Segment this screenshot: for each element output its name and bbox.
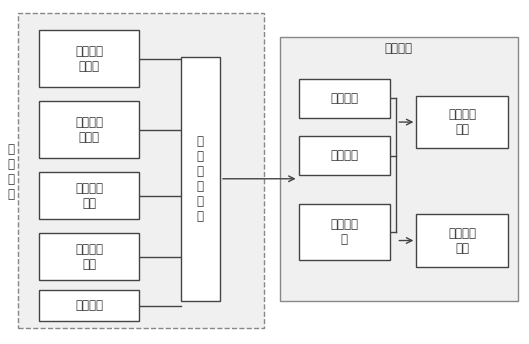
Text: 监
测
控
制
模
块: 监 测 控 制 模 块 — [197, 135, 204, 223]
Bar — [416, 214, 508, 267]
Text: 高频电流
传感器: 高频电流 传感器 — [75, 116, 103, 144]
Bar — [40, 290, 139, 321]
Bar — [19, 13, 264, 328]
Bar — [40, 30, 139, 87]
Bar — [280, 36, 518, 301]
Bar — [416, 96, 508, 148]
Bar — [181, 57, 220, 301]
Text: 监控中心: 监控中心 — [384, 42, 412, 55]
Text: 工控计算
机: 工控计算 机 — [330, 218, 358, 246]
Bar — [298, 137, 390, 175]
Text: 健康预警
模块: 健康预警 模块 — [448, 227, 476, 255]
Text: 变
压
器
端: 变 压 器 端 — [7, 143, 14, 201]
Bar — [298, 204, 390, 260]
Bar — [298, 79, 390, 118]
Text: 抗干扰调
节系统: 抗干扰调 节系统 — [75, 45, 103, 73]
Text: 信号处理
单元: 信号处理 单元 — [75, 182, 103, 210]
Text: 诊断单元: 诊断单元 — [75, 299, 103, 312]
Text: 主服务器: 主服务器 — [330, 149, 358, 162]
Text: 健康评估
模块: 健康评估 模块 — [448, 108, 476, 136]
Bar — [40, 172, 139, 219]
Bar — [40, 233, 139, 280]
Bar — [40, 101, 139, 159]
Text: 数字采样
模块: 数字采样 模块 — [75, 243, 103, 271]
Text: 人机界面: 人机界面 — [330, 92, 358, 105]
